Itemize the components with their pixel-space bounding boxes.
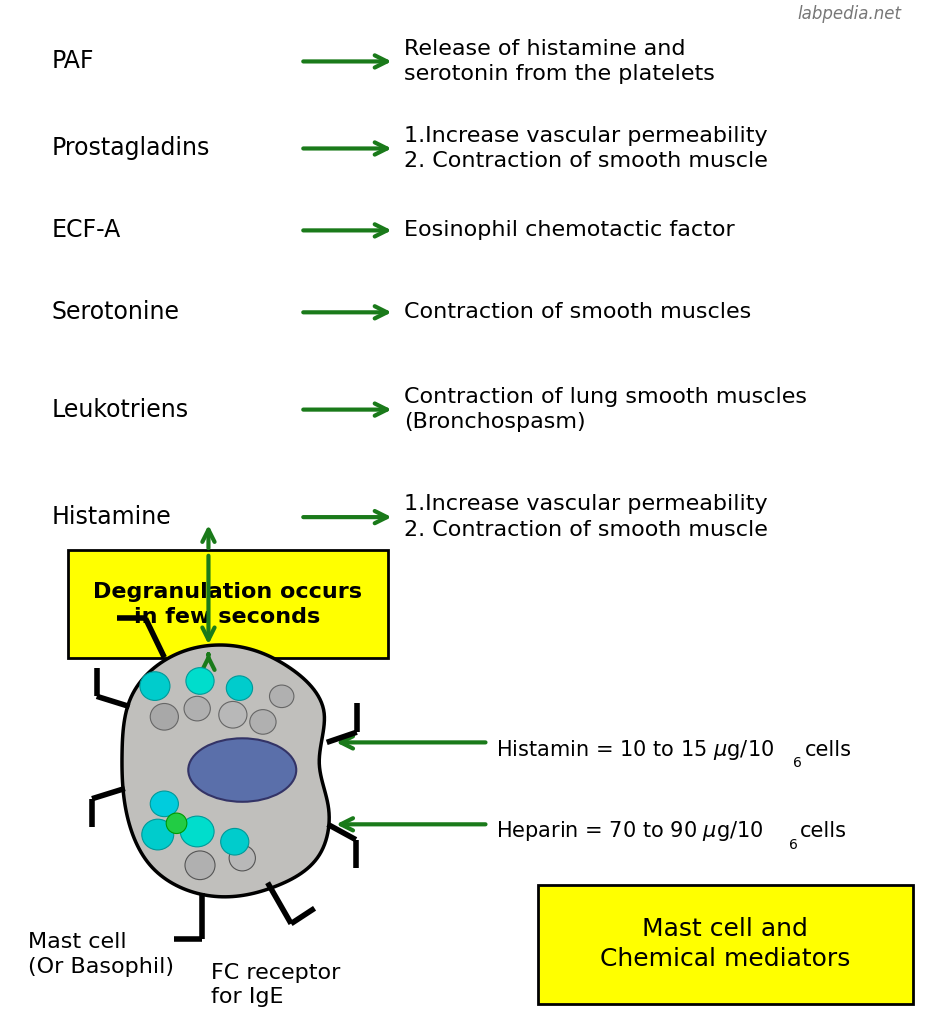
Ellipse shape	[150, 703, 178, 730]
FancyBboxPatch shape	[538, 885, 913, 1004]
Text: Mast cell and
Chemical mediators: Mast cell and Chemical mediators	[600, 918, 850, 971]
Ellipse shape	[186, 668, 214, 694]
FancyBboxPatch shape	[68, 550, 388, 658]
Text: Contraction of smooth muscles: Contraction of smooth muscles	[404, 302, 751, 323]
Text: Prostagladins: Prostagladins	[52, 136, 210, 161]
Text: Eosinophil chemotactic factor: Eosinophil chemotactic factor	[404, 220, 734, 241]
Ellipse shape	[188, 738, 297, 802]
Ellipse shape	[184, 696, 210, 721]
Text: Histamin = 10 to 15 $\mu$g/10: Histamin = 10 to 15 $\mu$g/10	[496, 737, 774, 762]
Polygon shape	[122, 645, 330, 897]
Text: Release of histamine and
serotonin from the platelets: Release of histamine and serotonin from …	[404, 39, 715, 84]
Ellipse shape	[166, 813, 187, 834]
Ellipse shape	[142, 819, 174, 850]
Ellipse shape	[226, 676, 253, 700]
Ellipse shape	[221, 828, 249, 855]
Text: 6: 6	[793, 756, 802, 770]
Text: cells: cells	[800, 821, 847, 842]
Ellipse shape	[269, 685, 294, 708]
Ellipse shape	[140, 672, 170, 700]
Text: 1.Increase vascular permeability
2. Contraction of smooth muscle: 1.Increase vascular permeability 2. Cont…	[404, 126, 768, 171]
Text: ECF-A: ECF-A	[52, 218, 121, 243]
Ellipse shape	[229, 846, 255, 870]
Text: cells: cells	[805, 739, 852, 760]
Text: Histamine: Histamine	[52, 505, 172, 529]
Text: 1.Increase vascular permeability
2. Contraction of smooth muscle: 1.Increase vascular permeability 2. Cont…	[404, 495, 768, 540]
Ellipse shape	[180, 816, 214, 847]
Text: FC receptor
for IgE: FC receptor for IgE	[211, 963, 341, 1008]
Text: Leukotriens: Leukotriens	[52, 397, 189, 422]
Text: Serotonine: Serotonine	[52, 300, 179, 325]
Ellipse shape	[219, 701, 247, 728]
Text: Contraction of lung smooth muscles
(Bronchospasm): Contraction of lung smooth muscles (Bron…	[404, 387, 807, 432]
Text: Heparin = 70 to 90 $\mu$g/10: Heparin = 70 to 90 $\mu$g/10	[496, 819, 763, 844]
Ellipse shape	[185, 851, 215, 880]
Ellipse shape	[150, 791, 178, 817]
Text: Degranulation occurs
in few seconds: Degranulation occurs in few seconds	[93, 582, 362, 627]
Text: 6: 6	[789, 838, 797, 852]
Text: labpedia.net: labpedia.net	[797, 4, 901, 23]
Ellipse shape	[250, 710, 276, 734]
Text: PAF: PAF	[52, 49, 94, 74]
Text: Mast cell
(Or Basophil): Mast cell (Or Basophil)	[28, 932, 174, 977]
